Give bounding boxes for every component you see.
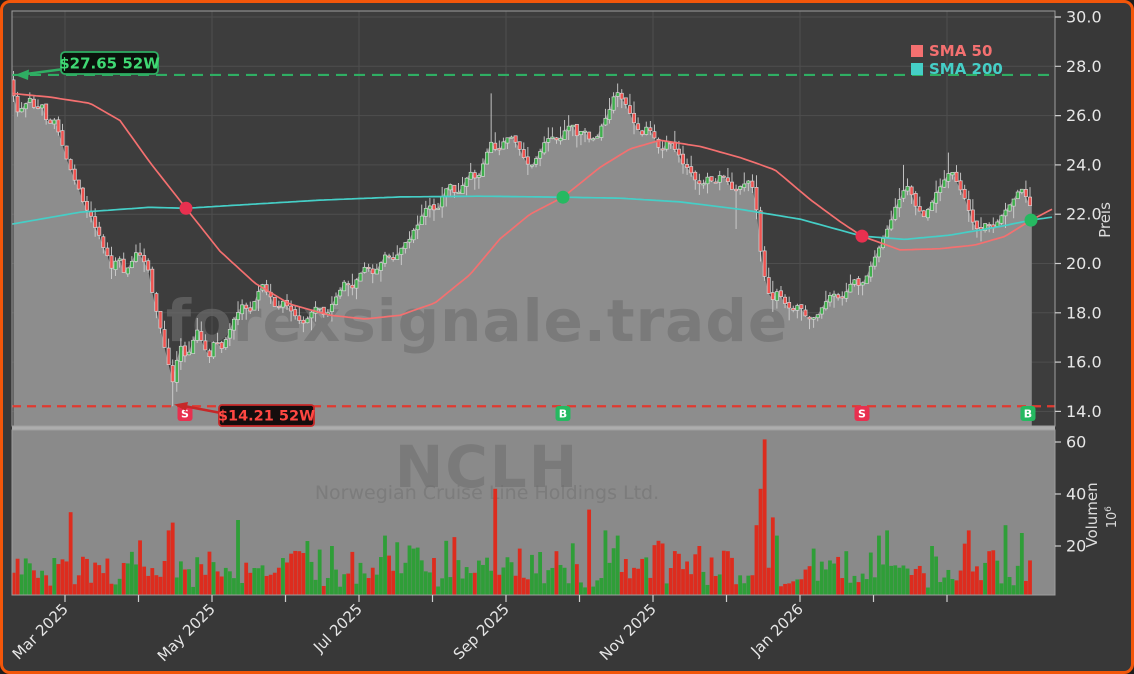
svg-text:forexsignale.trade: forexsignale.trade bbox=[166, 287, 788, 355]
date-tick-label: Jan 2026 bbox=[747, 600, 807, 660]
high-annotation-arrowhead-icon bbox=[15, 69, 29, 80]
candlestick-series bbox=[11, 71, 1032, 407]
volume-axis-title: Volumen bbox=[1083, 482, 1101, 547]
legend-label-sma200: SMA 200 bbox=[929, 60, 1003, 78]
date-tick-label: Sep 2025 bbox=[450, 600, 513, 663]
volume-unit-base: 10 bbox=[1105, 512, 1120, 529]
sell-crossover-dot bbox=[179, 201, 193, 215]
svg-text:S: S bbox=[858, 408, 866, 421]
buy-signal-badge: B bbox=[1020, 406, 1036, 421]
sma200-swatch-icon bbox=[911, 63, 923, 75]
svg-text:S: S bbox=[181, 408, 189, 421]
price-tick-label: 18.0 bbox=[1066, 303, 1102, 322]
buy-crossover-dot bbox=[556, 190, 570, 204]
close-area-fill bbox=[13, 92, 1032, 426]
low-annotation-arrow-line bbox=[183, 404, 222, 415]
volume-tick-label: 60 bbox=[1066, 433, 1086, 452]
price-tick-label: 16.0 bbox=[1066, 353, 1102, 372]
sell-crossover-dot bbox=[855, 229, 869, 243]
low-annotation-arrowhead-icon bbox=[174, 402, 188, 411]
date-tick-label: Nov 2025 bbox=[596, 600, 660, 664]
price-tick-label: 28.0 bbox=[1066, 57, 1102, 76]
price-axis-title: Preis bbox=[1096, 202, 1114, 238]
low-annotation-box bbox=[218, 404, 315, 427]
volume-tick-label: 20 bbox=[1066, 537, 1086, 556]
spines bbox=[11, 10, 1056, 596]
legend-item-sma50[interactable]: SMA 50 bbox=[911, 42, 992, 60]
price-tick-label: 14.0 bbox=[1066, 402, 1102, 421]
svg-text:B: B bbox=[559, 408, 567, 421]
legend-label-sma50: SMA 50 bbox=[929, 42, 992, 60]
sma50-swatch-icon bbox=[911, 45, 923, 57]
volume-bars bbox=[11, 439, 1032, 595]
sell-signal-badge: S bbox=[854, 406, 870, 421]
high-annotation-arrow-line bbox=[25, 67, 65, 76]
legend: SMA 50 SMA 200 bbox=[911, 42, 1003, 78]
low-52w-annotation: $14.21 52W bbox=[174, 402, 315, 427]
volume-axis-unit: 10 6 bbox=[1104, 506, 1120, 528]
date-tick-label: Jul 2025 bbox=[309, 600, 366, 657]
price-axis-title-text: Preis bbox=[1096, 202, 1114, 238]
buy-crossover-dot bbox=[1024, 213, 1038, 227]
crossover-dots bbox=[179, 190, 1038, 243]
volume-axis-title-text: Volumen bbox=[1083, 482, 1101, 547]
svg-text:NCLH: NCLH bbox=[395, 433, 580, 501]
high-annotation-box bbox=[60, 51, 159, 75]
price-tick-label: 20.0 bbox=[1066, 254, 1102, 273]
low-52w-label: $14.21 52W bbox=[218, 409, 315, 425]
volume-unit-exponent: 6 bbox=[1104, 506, 1114, 512]
price-tick-label: 24.0 bbox=[1066, 155, 1102, 174]
price-tick-label: 30.0 bbox=[1066, 8, 1102, 27]
chart-overlay: SMA 50 SMA 200 $27.65 52W $14.21 52W bbox=[15, 42, 1120, 548]
legend-item-sma200[interactable]: SMA 200 bbox=[911, 60, 1003, 78]
high-52w-label: $27.65 52W bbox=[59, 55, 160, 73]
brand-watermark: forexsignale.trade bbox=[166, 287, 788, 355]
sell-signal-badge: S bbox=[177, 406, 193, 421]
svg-text:Norwegian Cruise Line Holdings: Norwegian Cruise Line Holdings Ltd. bbox=[315, 482, 659, 504]
price-tick-label: 26.0 bbox=[1066, 106, 1102, 125]
volume-tick-label: 40 bbox=[1066, 485, 1086, 504]
price-tick-label: 22.0 bbox=[1066, 205, 1102, 224]
date-tick-label: May 2025 bbox=[154, 600, 219, 665]
svg-text:B: B bbox=[1024, 408, 1032, 421]
date-tick-label: Mar 2025 bbox=[9, 600, 72, 663]
buy-signal-badge: B bbox=[555, 406, 571, 421]
high-52w-annotation: $27.65 52W bbox=[15, 51, 160, 80]
